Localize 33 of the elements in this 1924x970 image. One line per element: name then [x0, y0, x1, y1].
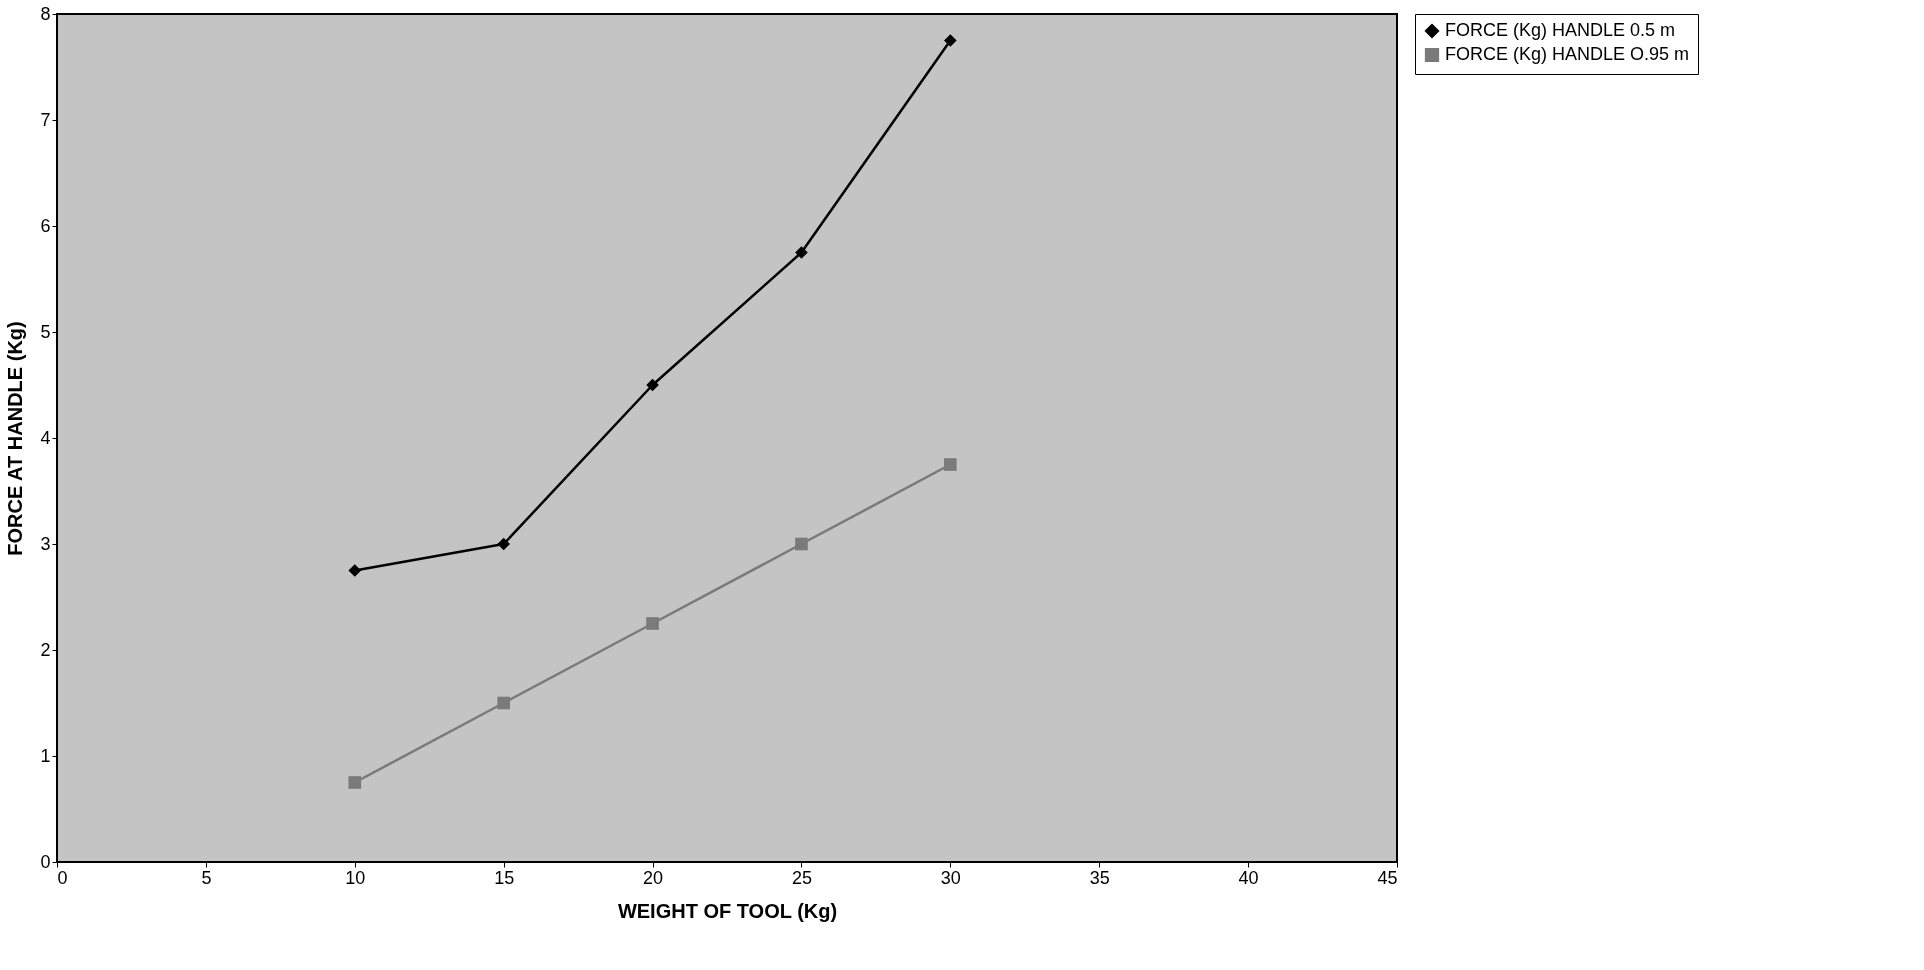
point — [646, 617, 659, 630]
y-tick-label: 8 — [40, 3, 51, 24]
legend-label: FORCE (Kg) HANDLE 0.5 m — [1445, 20, 1676, 40]
x-tick-label: 15 — [494, 867, 515, 888]
x-tick-label: 35 — [1089, 867, 1110, 888]
legend-label: FORCE (Kg) HANDLE O.95 m — [1445, 44, 1690, 64]
x-tick-label: 5 — [201, 867, 212, 888]
point — [348, 776, 362, 789]
x-tick-label: 25 — [791, 867, 812, 888]
point — [795, 537, 808, 551]
point — [944, 34, 957, 47]
x-tick-label: 0 — [57, 867, 68, 888]
x-tick-label: 40 — [1238, 867, 1259, 888]
y-tick-label: 1 — [40, 745, 51, 766]
point — [348, 564, 362, 577]
x-tick-label: 30 — [940, 867, 961, 888]
y-tick-label: 4 — [40, 427, 51, 448]
x-tick-label: 20 — [643, 867, 664, 888]
point — [646, 378, 659, 392]
x-tick-label: 45 — [1377, 867, 1398, 888]
point — [497, 537, 510, 551]
y-axis-title: FORCE AT HANDLE (Kg) — [4, 321, 27, 556]
point — [497, 696, 510, 710]
y-tick-label: 3 — [40, 533, 51, 554]
y-tick-label: 2 — [40, 639, 51, 660]
point — [944, 458, 957, 471]
x-tick-label: 10 — [345, 867, 366, 888]
y-tick-label: 5 — [40, 321, 51, 342]
x-axis-title: WEIGHT OF TOOL (Kg) — [617, 899, 838, 922]
y-tick-label: 6 — [40, 215, 51, 236]
y-tick-label: 0 — [40, 851, 51, 872]
point — [795, 246, 808, 259]
y-tick-label: 7 — [40, 109, 51, 130]
